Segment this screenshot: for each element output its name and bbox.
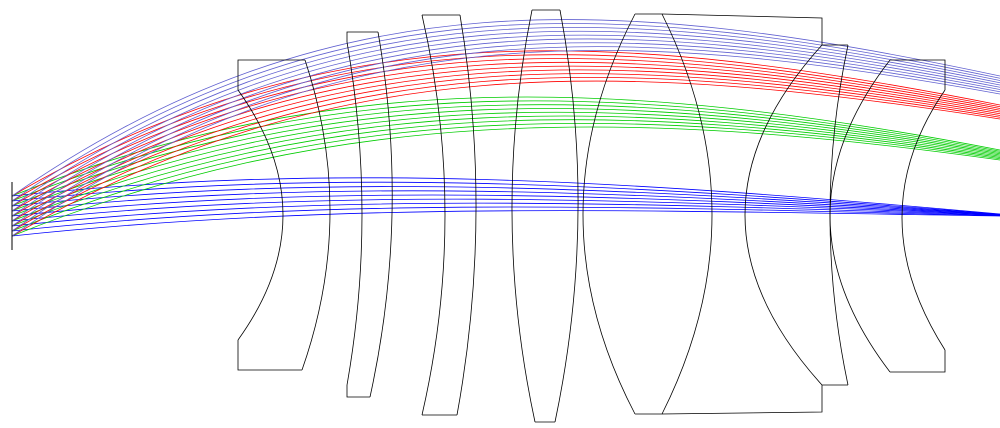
page: (() => { const NS = 'http://www.w3.org/2… [0,0,1000,428]
ray [12,97,1000,196]
ray-trace [12,20,1000,236]
lens-surface [555,10,578,422]
lens-surface [422,15,445,415]
lens-surface [662,14,712,414]
ray [12,199,1000,221]
lens-surface [238,90,283,340]
lens-surface [745,45,822,385]
lens-surface [512,10,535,422]
lens-layout [0,0,1000,428]
ray [12,211,1000,236]
lens-surface [830,60,890,372]
ray [12,203,1000,226]
ray [12,55,1000,201]
ray [12,123,1000,231]
lens-edge [422,15,460,415]
lens-edge [532,10,560,422]
ray [12,81,1000,236]
ray [12,116,1000,221]
ray [12,101,1000,201]
ray [12,105,1000,206]
lens-surface [902,90,945,350]
